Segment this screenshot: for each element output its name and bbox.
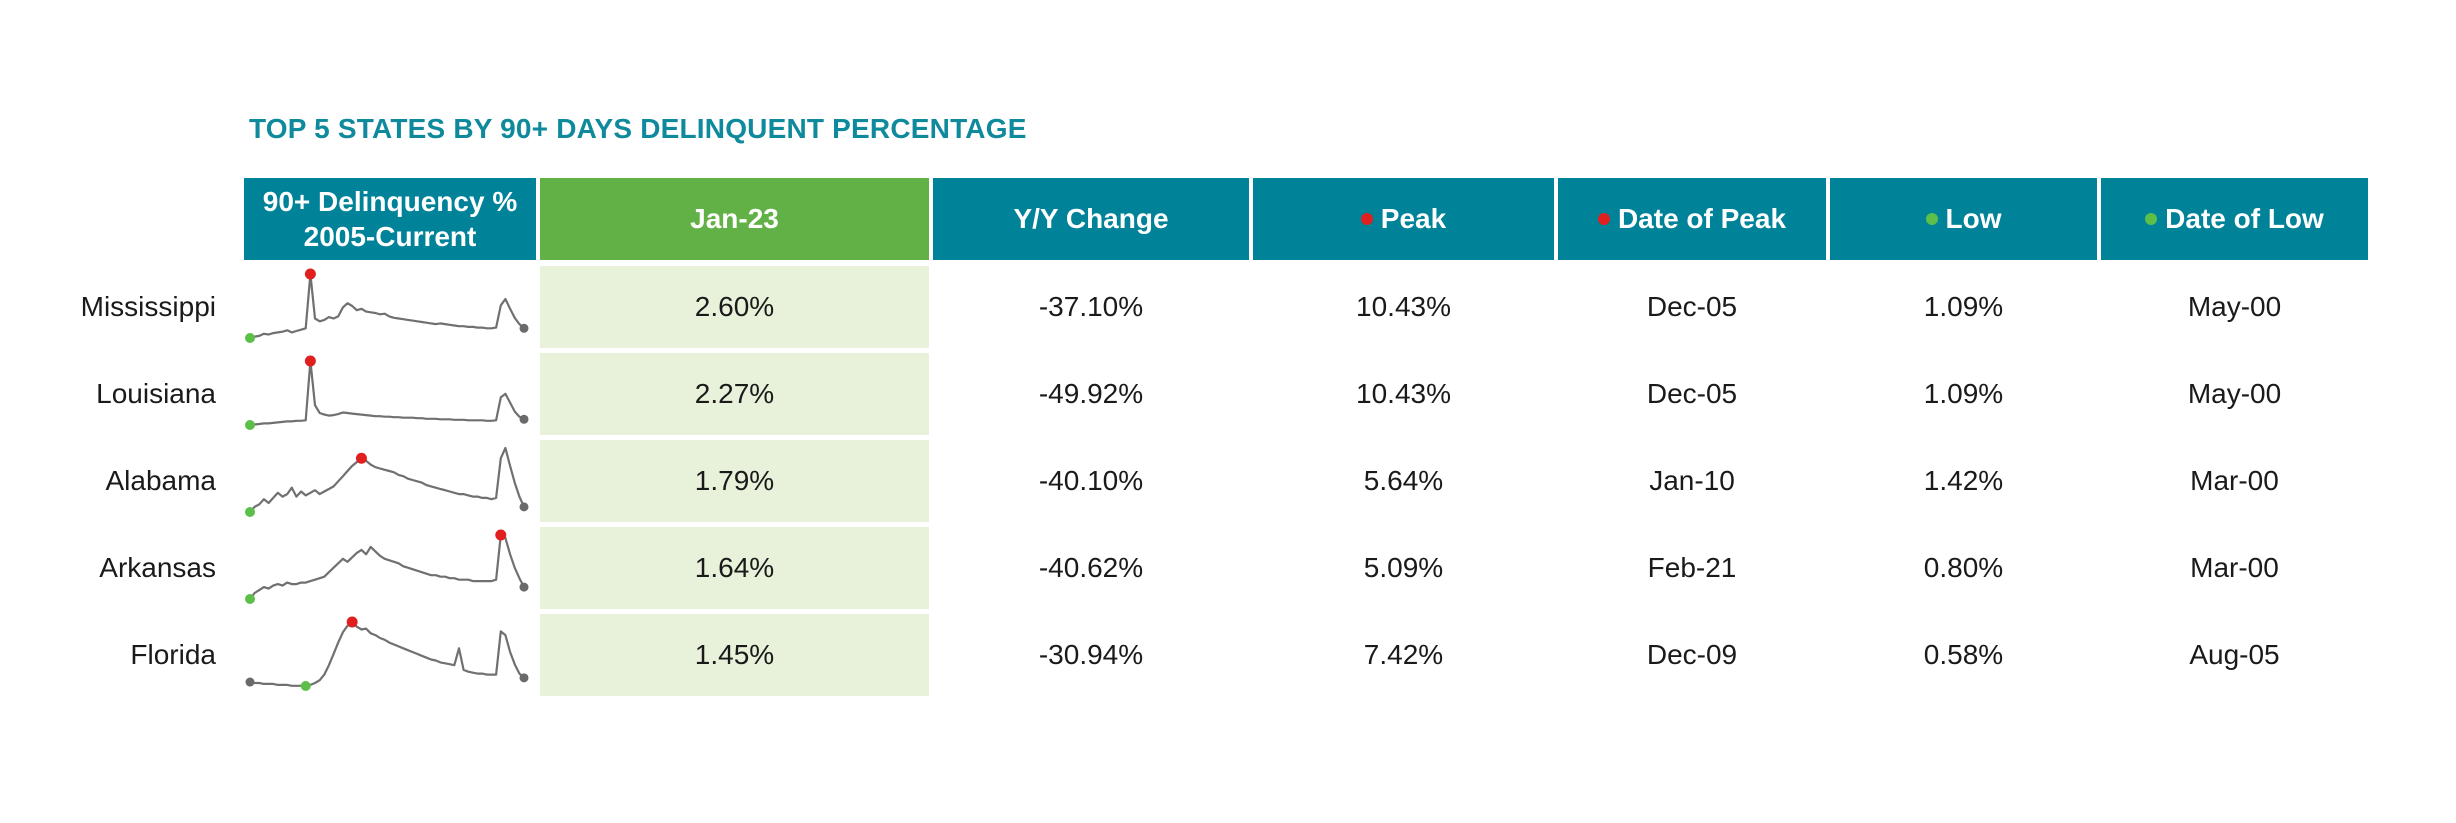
date-of-low-value: Mar-00	[2190, 552, 2279, 583]
sparkline-low-point	[245, 594, 255, 604]
peak-value: 5.09%	[1363, 552, 1444, 583]
low-value: 1.42%	[1923, 465, 2004, 496]
yy-change-value: -40.10%	[1038, 465, 1144, 496]
sparkline-low-point	[245, 507, 255, 517]
peak-value: 10.43%	[1356, 378, 1451, 409]
header-jan-label: Jan-23	[690, 203, 779, 234]
yy-change-value: -49.92%	[1038, 378, 1144, 409]
low-value: 0.80%	[1923, 552, 2004, 583]
sparkline-chart	[245, 355, 529, 430]
date-of-peak-value: Dec-09	[1646, 639, 1738, 670]
header-date-of-low: Date of Low	[2101, 178, 2368, 260]
state-name: Mississippi	[80, 291, 216, 322]
date-of-peak-value: Dec-05	[1646, 378, 1738, 409]
header-sparkline-line2: 2005-Current	[303, 221, 477, 252]
jan-value: 2.60%	[540, 266, 929, 348]
sparkline-cell	[244, 353, 532, 435]
sparkline-chart	[245, 268, 529, 343]
date-of-peak-value: Jan-10	[1649, 465, 1735, 496]
state-name: Florida	[130, 639, 216, 670]
header-date-low-label: Date of Low	[2165, 203, 2324, 234]
header-yy-label: Y/Y Change	[1013, 203, 1169, 234]
header-peak-label: Peak	[1380, 203, 1447, 234]
state-name: Arkansas	[99, 552, 216, 583]
sparkline-peak-point	[346, 616, 358, 628]
jan-value: 1.79%	[540, 440, 929, 522]
sparkline-end-point	[519, 673, 529, 683]
sparkline-start-point	[245, 677, 255, 687]
red-dot-icon	[1597, 212, 1610, 225]
yy-change-value: -37.10%	[1038, 291, 1144, 322]
date-of-low-value: Mar-00	[2190, 465, 2279, 496]
sparkline-end-point	[519, 323, 529, 333]
date-of-peak-value: Dec-05	[1646, 291, 1738, 322]
low-value: 1.09%	[1923, 291, 2004, 322]
sparkline-low-point	[245, 333, 255, 343]
header-date-peak-label: Date of Peak	[1617, 203, 1787, 234]
low-value: 1.09%	[1923, 378, 2004, 409]
sparkline-chart	[245, 529, 529, 604]
header-sparkline: 90+ Delinquency % 2005-Current	[244, 178, 536, 260]
state-name: Louisiana	[96, 378, 216, 409]
sparkline-low-point	[300, 681, 311, 691]
yy-change-value: -40.62%	[1038, 552, 1144, 583]
sparkline-chart	[245, 446, 529, 517]
header-date-of-peak: Date of Peak	[1558, 178, 1826, 260]
jan-value: 1.64%	[540, 527, 929, 609]
header-sparkline-line1: 90+ Delinquency %	[262, 186, 518, 217]
date-of-low-value: Aug-05	[2189, 639, 2280, 670]
sparkline-peak-point	[304, 355, 316, 367]
sparkline-end-point	[519, 414, 529, 424]
sparkline-series	[249, 272, 525, 340]
state-name: Alabama	[105, 465, 216, 496]
peak-value: 5.64%	[1363, 465, 1444, 496]
sparkline-low-point	[245, 420, 255, 430]
sparkline-series	[249, 533, 525, 600]
peak-value: 10.43%	[1356, 291, 1451, 322]
sparkline-chart	[245, 616, 529, 691]
header-low: Low	[1830, 178, 2097, 260]
peak-value: 7.42%	[1363, 639, 1444, 670]
sparkline-cell	[244, 266, 532, 348]
green-dot-icon	[1925, 212, 1938, 225]
low-value: 0.58%	[1923, 639, 2004, 670]
date-of-low-value: May-00	[2187, 291, 2282, 322]
header-jan: Jan-23	[540, 178, 929, 260]
sparkline-cell	[244, 527, 532, 609]
sparkline-peak-point	[495, 529, 507, 541]
header-yy-change: Y/Y Change	[933, 178, 1249, 260]
green-dot-icon	[2145, 212, 2158, 225]
date-of-low-value: May-00	[2187, 378, 2282, 409]
sparkline-cell	[244, 440, 532, 522]
sparkline-series	[249, 446, 526, 513]
sparkline-series	[249, 359, 525, 427]
sparkline-series	[249, 620, 525, 688]
sparkline-peak-point	[355, 452, 367, 464]
yy-change-value: -30.94%	[1038, 639, 1144, 670]
jan-value: 1.45%	[540, 614, 929, 696]
jan-value: 2.27%	[540, 353, 929, 435]
sparkline-peak-point	[304, 268, 316, 280]
sparkline-end-point	[519, 582, 529, 592]
sparkline-end-point	[519, 502, 529, 512]
table-title: TOP 5 STATES BY 90+ DAYS DELINQUENT PERC…	[249, 113, 1027, 144]
date-of-peak-value: Feb-21	[1647, 552, 1737, 583]
red-dot-icon	[1360, 212, 1373, 225]
header-peak: Peak	[1253, 178, 1554, 260]
sparkline-cell	[244, 614, 532, 696]
header-low-label: Low	[1945, 203, 2002, 234]
